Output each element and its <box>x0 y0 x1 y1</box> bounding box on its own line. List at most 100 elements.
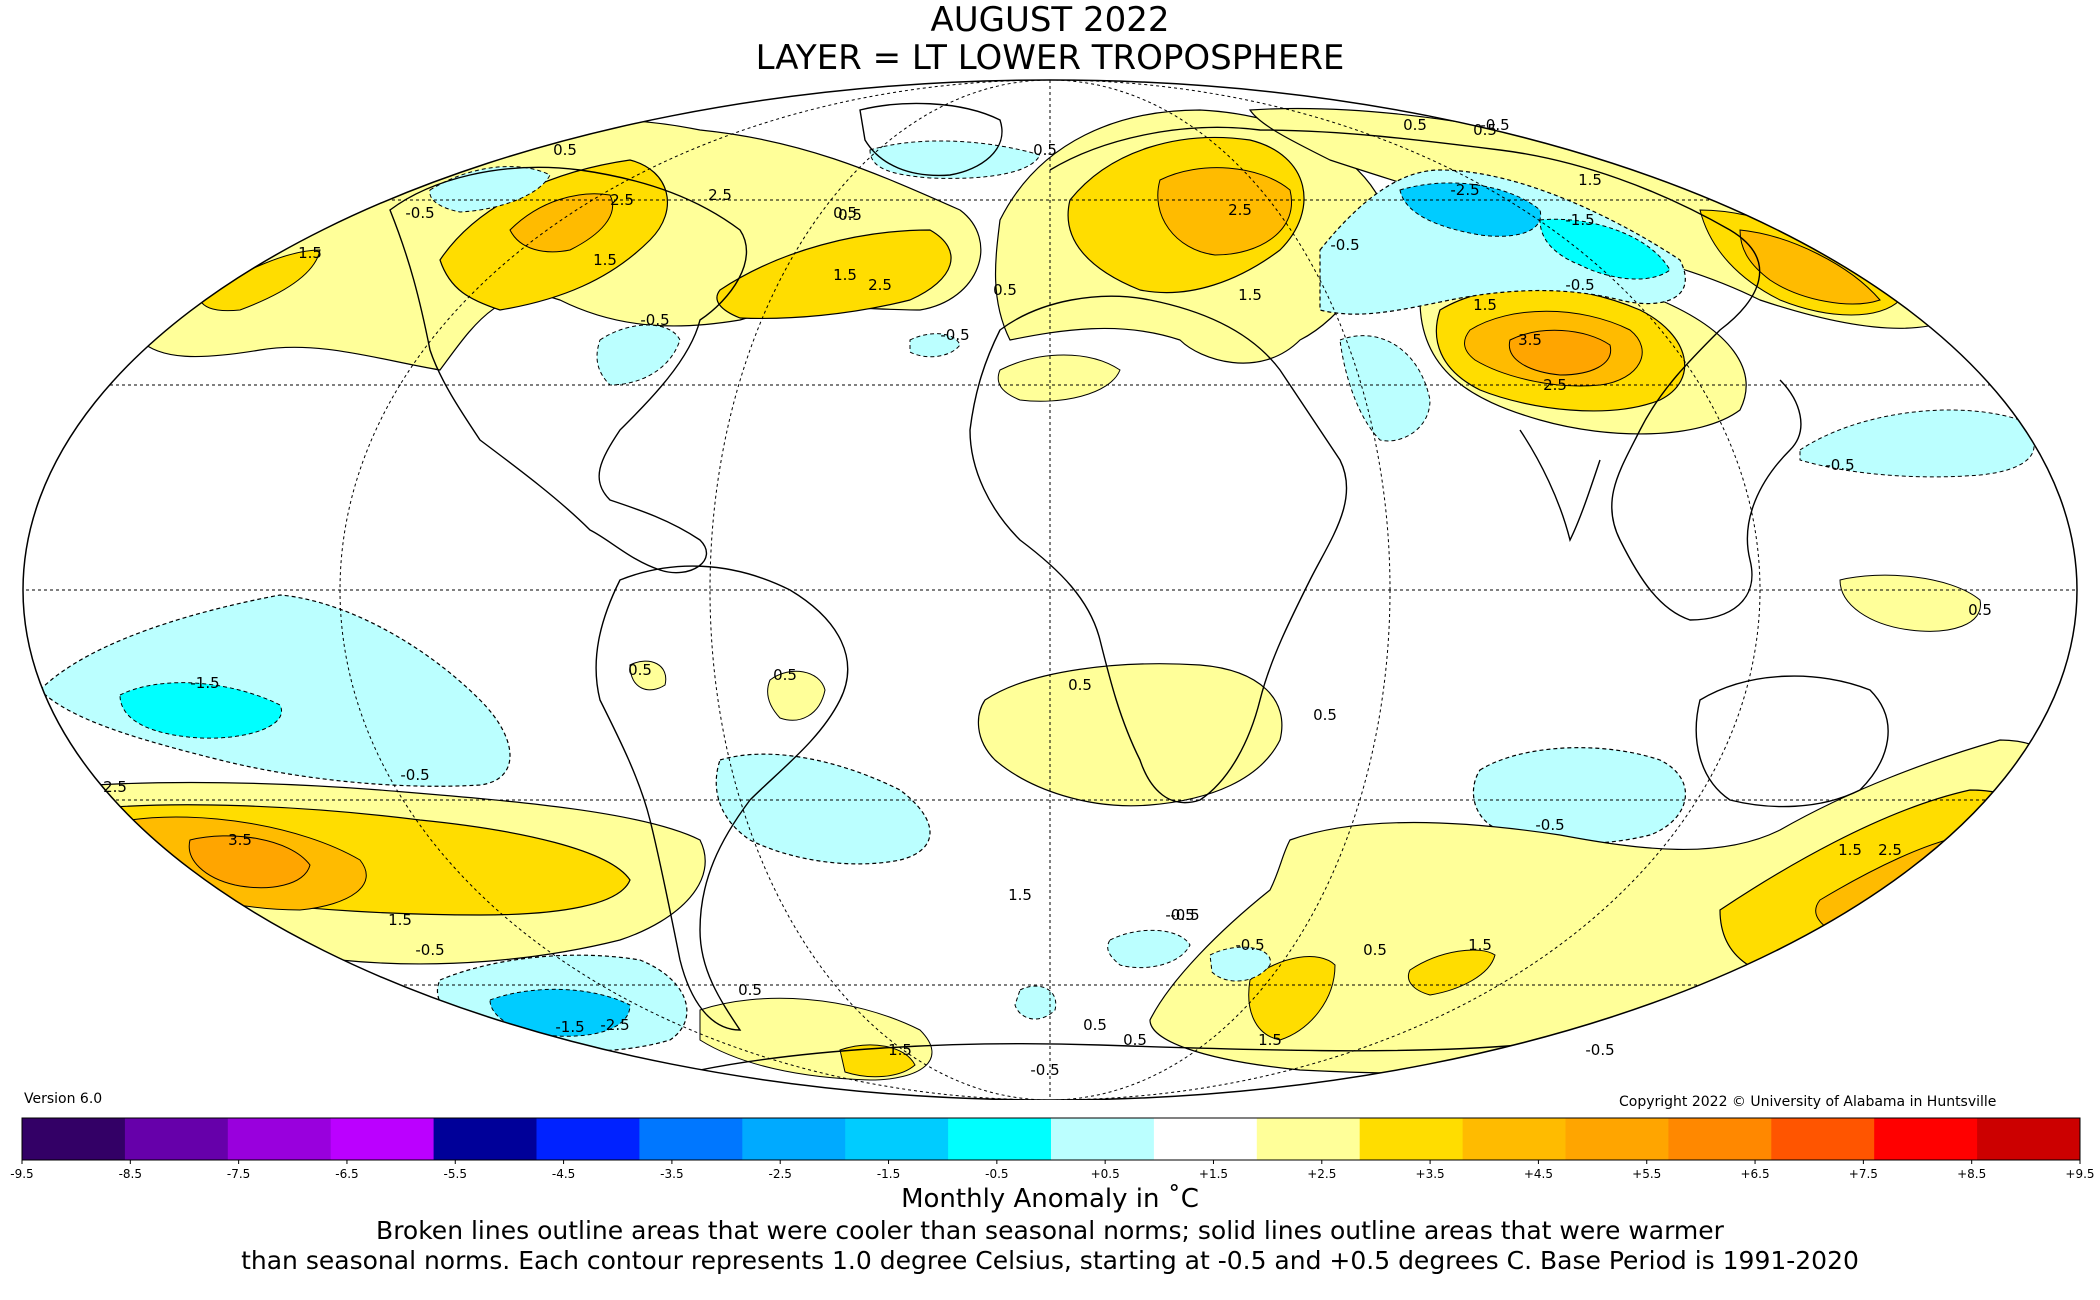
australia-outline <box>1695 675 1889 808</box>
contour-label: -1.5 <box>1565 211 1594 229</box>
colorbar-bin <box>1153 1118 1258 1160</box>
contour-label: 2.5 <box>1228 201 1252 219</box>
contour-label: 2.5 <box>868 276 892 294</box>
colorbar-tick-label: +0.5 <box>1091 1167 1120 1181</box>
europe-africa-outline <box>969 295 1348 804</box>
colorbar-tick-label: +8.5 <box>1957 1167 1986 1181</box>
contour-label: 1.5 <box>298 244 322 262</box>
caption-line-1: Broken lines outline areas that were coo… <box>376 1216 1724 1245</box>
warm-region-antarctic-gold1 <box>1248 956 1336 1041</box>
contour-label: -0.5 <box>1565 276 1594 294</box>
warm-region-europe-orange <box>1157 167 1292 256</box>
colorbar-bin <box>1874 1118 1978 1160</box>
caption-line-2: than seasonal norms. Each contour repres… <box>241 1246 1859 1275</box>
contour-label: 0.5 <box>993 281 1017 299</box>
contour-label: 0.5 <box>1123 1031 1147 1049</box>
contour-label: 0.5 <box>553 141 577 159</box>
contour-label: 1.5 <box>1473 296 1497 314</box>
colorbar-tick-label: -2.5 <box>768 1167 791 1181</box>
contour-label: -0.5 <box>1825 456 1854 474</box>
contour-label: 0.5 <box>628 661 652 679</box>
colorbar-tick-label: -6.5 <box>335 1167 358 1181</box>
cold-region-tropical-pacific <box>39 594 511 787</box>
colorbar-bin <box>639 1118 743 1160</box>
contour-label: 2.5 <box>610 191 634 209</box>
colorbar-bin <box>948 1118 1052 1160</box>
north-america-outline <box>389 166 748 574</box>
warm-region-antarctic-coast-gold <box>839 1044 916 1078</box>
colorbar-tick-label: -0.5 <box>985 1167 1008 1181</box>
contour-label: -0.5 <box>940 326 969 344</box>
contour-label: 1.5 <box>1008 886 1032 904</box>
cold-region-atlantic-small <box>909 333 961 358</box>
cold-region-siberia-cyan2 <box>1539 218 1671 280</box>
version-label: Version 6.0 <box>24 1091 103 1107</box>
colorbar-tick-label: +5.5 <box>1632 1167 1661 1181</box>
contour-label: 1.5 <box>888 1041 912 1059</box>
colorbar-bin <box>742 1118 846 1160</box>
colorbar-bin <box>22 1118 126 1160</box>
colorbar-tick-label: -4.5 <box>552 1167 575 1181</box>
contour-label: -0.5 <box>1165 906 1194 924</box>
colorbar-bin <box>845 1118 949 1160</box>
copyright-notice: Copyright 2022 © University of Alabama i… <box>1619 1094 1997 1110</box>
contour-label: -2.5 <box>1450 181 1479 199</box>
india-outline <box>1519 429 1601 543</box>
contour-labels: 0.5 2.5 1.5 2.5 1.5 0.5 -0.5 0.5 -0.5 1.5 -0.5 2.5 1… <box>103 116 1992 1079</box>
colorbar-bin <box>1359 1118 1464 1160</box>
contour-label: 0.5 <box>1313 706 1337 724</box>
cold-region-amundsen-cyan <box>489 988 631 1037</box>
warm-region-atlantic-gold <box>716 229 952 320</box>
cold-region-indian-ocean <box>1472 747 1687 845</box>
warm-region-south-pacific-darkorange <box>188 835 311 889</box>
contour-label: 0.5 <box>1403 116 1427 134</box>
contour-label: 0.5 <box>1033 141 1057 159</box>
contour-label: -2.5 <box>600 1016 629 1034</box>
warm-region-bering-orange <box>1739 229 1881 305</box>
colorbar-bin <box>1051 1118 1155 1160</box>
contour-label: 1.5 <box>1578 171 1602 189</box>
cold-region-antarctic-small2 <box>1209 946 1271 982</box>
eurasia-outline <box>1049 126 1802 621</box>
contour-label: 1.5 <box>1838 841 1862 859</box>
colorbar-bin <box>1462 1118 1566 1160</box>
warm-region-antarctic-gold2 <box>1407 949 1496 996</box>
map-subtitle: LAYER = LT LOWER TROPOSPHERE <box>755 38 1345 78</box>
colorbar-bin <box>330 1118 435 1160</box>
colorbar-tick-label: -1.5 <box>877 1167 900 1181</box>
colorbar-bin <box>227 1118 332 1160</box>
warm-region-north-america-orange <box>509 193 614 253</box>
contour-label: 0.5 <box>838 206 862 224</box>
continents <box>389 102 1889 1071</box>
contour-label: 1.5 <box>833 266 857 284</box>
colorbar-tick-label: +7.5 <box>1849 1167 1878 1181</box>
colorbar-ticks: -9.5 -8.5 -7.5 -6.5 -5.5 -4.5 -3.5 -2.5 -1.5 -0.5… <box>10 1160 2095 1181</box>
cold-region-us-east <box>596 324 681 386</box>
contour-label: 0.5 <box>1363 941 1387 959</box>
contour-label: -0.5 <box>405 204 434 222</box>
colorbar-bin <box>1668 1118 1772 1160</box>
colorbar-bin <box>124 1118 229 1160</box>
colorbar-tick-label: -5.5 <box>444 1167 467 1181</box>
colorbar-bin <box>1256 1118 1361 1160</box>
contour-label: 0.5 <box>1473 121 1497 139</box>
contour-label: -0.5 <box>400 766 429 784</box>
colorbar-tick-label: +4.5 <box>1524 1167 1553 1181</box>
colorbar-tick-label: -8.5 <box>119 1167 142 1181</box>
contour-label: 0.5 <box>1068 676 1092 694</box>
cold-region-greenland <box>869 140 1041 179</box>
contour-label: -1.5 <box>555 1018 584 1036</box>
colorbar-bin <box>1771 1118 1875 1160</box>
globe-outline <box>22 79 2078 1100</box>
contour-label: -0.5 <box>1535 816 1564 834</box>
warm-region-brazil <box>767 670 826 721</box>
contour-label: 0.5 <box>1968 601 1992 619</box>
warm-region-west-africa <box>997 354 1121 402</box>
contour-label: 0.5 <box>773 666 797 684</box>
contour-label: 3.5 <box>1518 331 1542 349</box>
cold-region-antarctic-small1 <box>1107 929 1191 969</box>
cold-region-tropical-pacific-cyan <box>119 682 283 739</box>
contour-label: 2.5 <box>708 186 732 204</box>
cold-region-north-pacific <box>1799 409 2035 478</box>
contour-label: -1.5 <box>190 674 219 692</box>
